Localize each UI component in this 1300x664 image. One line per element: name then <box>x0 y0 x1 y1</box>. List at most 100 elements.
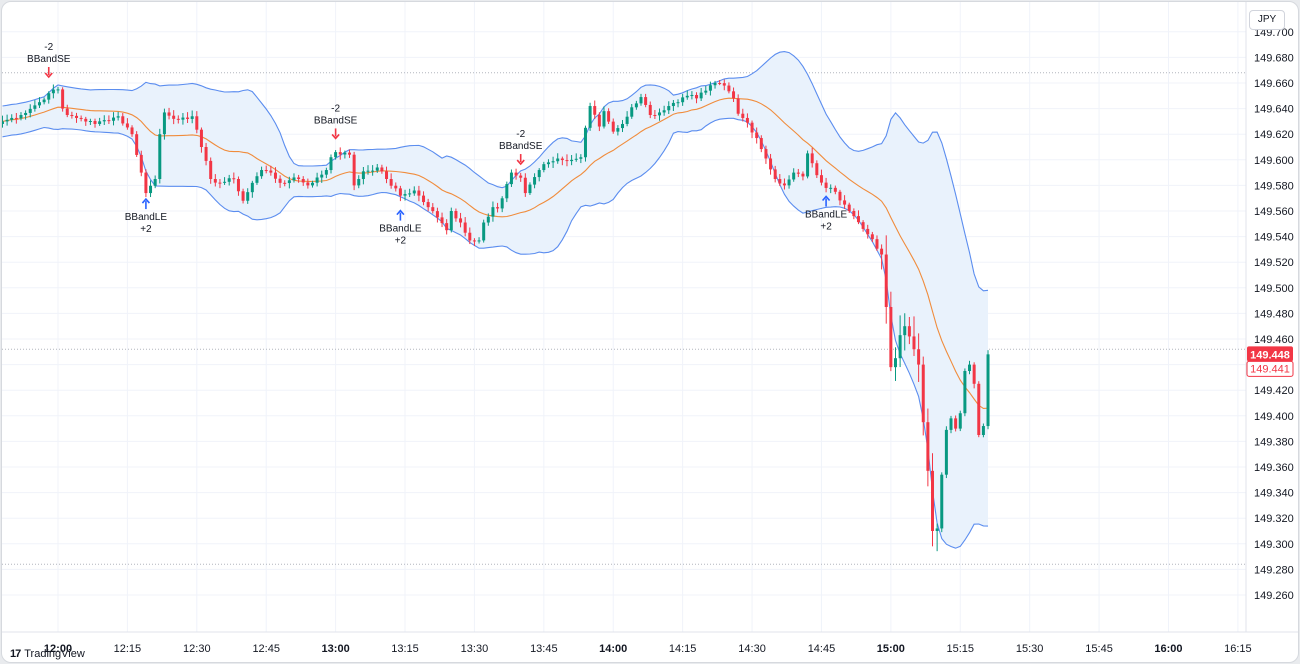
candle <box>778 174 782 187</box>
candle <box>681 93 685 106</box>
candle <box>213 174 217 187</box>
candle-body <box>546 162 550 165</box>
candle-body <box>338 152 342 155</box>
candle <box>426 198 430 212</box>
candle-body <box>380 167 384 172</box>
candle <box>315 172 319 187</box>
candle <box>459 212 463 228</box>
candle <box>47 91 51 104</box>
candle-body <box>301 179 305 183</box>
candle-body <box>792 172 796 180</box>
candle <box>981 423 985 438</box>
candle-body <box>5 119 9 122</box>
candle-body <box>223 181 227 183</box>
candle-body <box>371 170 375 172</box>
candle <box>505 181 509 203</box>
reference-lines <box>2 72 1246 565</box>
candle-body <box>273 172 277 179</box>
candle-body <box>162 112 166 135</box>
candle <box>28 104 32 118</box>
candle-body <box>815 163 819 176</box>
candle <box>764 145 768 164</box>
candle <box>403 189 407 201</box>
candle-body <box>283 182 287 184</box>
candle <box>232 172 236 184</box>
candle <box>570 155 574 166</box>
candle <box>130 125 134 137</box>
candle-body <box>144 172 148 194</box>
candle-body <box>315 177 319 183</box>
candle-body <box>398 188 402 196</box>
candle <box>713 80 717 89</box>
candle <box>56 86 60 94</box>
price-axis[interactable]: 149.700149.680149.660149.640149.620149.6… <box>1254 27 1294 602</box>
candle-body <box>634 103 638 108</box>
candle-body <box>537 170 541 178</box>
candle-body <box>486 216 490 223</box>
candle-body <box>843 200 847 205</box>
candle <box>195 111 199 134</box>
candle <box>593 100 597 119</box>
candle-body <box>190 116 194 119</box>
price-tick-label: 149.660 <box>1254 78 1294 90</box>
candle <box>500 196 504 213</box>
long-signal: BBandLE+2 <box>379 209 422 247</box>
candle <box>824 177 828 193</box>
candle <box>954 415 958 432</box>
candle <box>912 316 916 357</box>
candle-body <box>713 83 717 86</box>
candle <box>260 166 264 179</box>
candle-body <box>695 94 699 99</box>
candle-body <box>796 172 800 174</box>
trade-signals: -2BBandSEBBandLE+2-2BBandSEBBandLE+2-2BB… <box>27 42 847 247</box>
candle <box>838 189 842 206</box>
candle-body <box>681 97 685 103</box>
currency-label[interactable]: JPY <box>1249 10 1285 30</box>
band-area <box>2 51 988 549</box>
candle-body <box>745 117 749 123</box>
candle <box>121 112 125 126</box>
long-signal: BBandLE+2 <box>125 197 167 235</box>
candle-body <box>676 102 680 104</box>
candle-body <box>24 112 28 115</box>
candle-body <box>690 94 694 96</box>
candle <box>223 177 227 185</box>
candle <box>149 180 153 198</box>
candle <box>65 104 69 118</box>
candle <box>662 105 666 116</box>
candle-body <box>250 182 254 193</box>
candle <box>509 169 513 187</box>
candle-body <box>61 89 65 109</box>
band-value-badge-text: 149.441 <box>1250 363 1290 375</box>
candle-body <box>810 153 814 164</box>
candle-body <box>236 179 240 192</box>
brand-footer[interactable]: 17 TradingView <box>10 646 85 662</box>
time-tick-label: 12:15 <box>114 643 142 655</box>
candle <box>787 175 791 189</box>
candle-body <box>972 364 976 384</box>
candle-body <box>565 160 569 162</box>
candle-body <box>625 116 629 124</box>
candle <box>917 333 921 382</box>
candle-body <box>310 182 314 186</box>
candle <box>986 350 990 430</box>
candle <box>167 107 171 120</box>
candle <box>107 115 111 124</box>
candle-body <box>653 115 657 116</box>
signal-qty: -2 <box>516 129 525 140</box>
price-tick-label: 149.620 <box>1254 129 1294 141</box>
candle <box>755 127 759 144</box>
candle-body <box>426 202 430 208</box>
candle-body <box>408 193 412 195</box>
candle <box>297 174 301 183</box>
candle-body <box>278 178 282 183</box>
candle-body <box>954 418 958 429</box>
candle <box>125 118 129 130</box>
time-axis[interactable]: 12:00 12:15 12:30 12:45 13:00 13:15 13:30 13:45… <box>44 643 1252 655</box>
candle-body <box>47 93 51 100</box>
candle <box>852 208 856 220</box>
candle <box>519 172 523 182</box>
candle-body <box>870 234 874 240</box>
candle <box>921 356 925 436</box>
